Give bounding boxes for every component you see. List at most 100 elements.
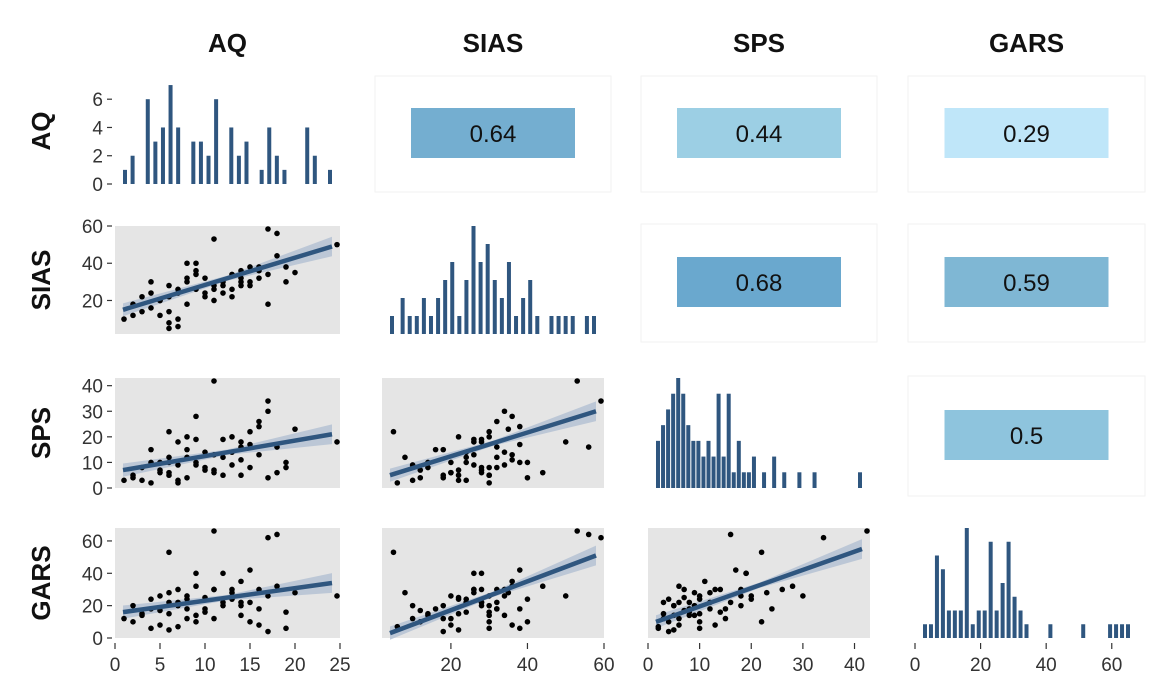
data-point (274, 469, 280, 476)
x-tick-label-sps: 10 (689, 655, 710, 676)
data-point (524, 619, 531, 625)
data-point (471, 436, 477, 443)
data-point (238, 578, 244, 585)
data-point (265, 398, 271, 404)
data-point (539, 469, 546, 476)
data-point (463, 609, 470, 615)
histogram-bar-sias (549, 316, 554, 334)
data-point (193, 619, 199, 625)
data-point (334, 439, 340, 445)
histogram-bar-sias (506, 262, 511, 334)
data-point (238, 439, 244, 445)
histogram-bar-gars (928, 624, 933, 638)
data-point (655, 623, 662, 630)
correlation-cell-frame (907, 75, 1146, 193)
data-point (486, 428, 492, 435)
data-point (732, 567, 739, 573)
regression-line (389, 553, 597, 636)
data-point (247, 264, 253, 270)
data-point (486, 434, 492, 440)
data-point (283, 609, 289, 615)
data-point (220, 570, 226, 577)
data-point (417, 474, 424, 481)
correlation-cell-frame (907, 375, 1146, 497)
data-point (148, 290, 154, 296)
data-point (166, 549, 172, 556)
data-point (562, 439, 569, 445)
data-point (448, 593, 454, 599)
correlation-tile-aq-sias (411, 108, 575, 158)
data-point (516, 459, 523, 466)
row-title-sps: SPS (26, 407, 56, 459)
data-point (681, 594, 687, 601)
data-point (494, 599, 500, 606)
data-point (121, 316, 127, 322)
data-point (701, 578, 708, 585)
histogram-bar-aq (191, 141, 196, 184)
data-point (820, 534, 827, 541)
histogram-bar-sps (726, 393, 731, 488)
histogram-bar-aq (130, 155, 135, 184)
data-point (665, 628, 672, 635)
data-point (494, 464, 500, 471)
data-point (184, 474, 190, 481)
histogram-bar-sias (492, 280, 497, 334)
data-point (478, 570, 485, 577)
histogram-bar-sias (570, 316, 575, 334)
histogram-bar-gars (1006, 541, 1011, 638)
data-point (463, 459, 470, 466)
y-tick-label-sps: 0 (92, 479, 103, 500)
correlation-tile-aq-sps (677, 108, 841, 158)
histogram-bar-sias (485, 244, 490, 334)
data-point (501, 449, 508, 455)
regression-line (122, 580, 333, 615)
data-point (696, 625, 703, 632)
data-point (166, 282, 172, 289)
data-point (707, 589, 713, 596)
data-point (265, 301, 271, 308)
data-point (229, 286, 235, 293)
histogram-bar-sias (414, 316, 419, 334)
histogram-bar-sias (584, 316, 589, 334)
regression-line (389, 409, 597, 478)
histogram-bar-sps (706, 440, 711, 488)
data-point (696, 593, 703, 599)
histogram-bar-gars (1048, 624, 1053, 638)
data-point (265, 534, 271, 541)
data-point (758, 619, 765, 625)
data-point (509, 622, 515, 628)
data-point (676, 622, 682, 628)
data-point (148, 446, 154, 453)
histogram-bar-gars (982, 610, 987, 638)
x-tick-label-aq: 15 (239, 655, 260, 676)
data-point (727, 599, 734, 606)
histogram-bar-gars (1081, 624, 1086, 638)
data-point (166, 325, 172, 332)
histogram-bar-aq (160, 127, 165, 184)
histogram-bar-aq (312, 155, 317, 184)
data-point (676, 615, 682, 622)
data-point (409, 615, 416, 622)
histogram-bar-sias (428, 316, 433, 334)
data-point (440, 446, 447, 453)
data-point (148, 625, 154, 632)
data-point (494, 444, 500, 450)
histogram-bar-gars (1018, 610, 1023, 638)
data-point (516, 625, 523, 632)
data-point (524, 459, 531, 466)
data-point (800, 593, 806, 599)
histogram-bar-gars (1114, 624, 1119, 638)
histogram-bar-aq (282, 169, 287, 184)
histogram-bar-gars (964, 528, 969, 638)
data-point (238, 457, 244, 463)
data-point (130, 474, 136, 481)
data-point (409, 602, 416, 609)
correlation-value-sps-gars: 0.5 (1010, 423, 1043, 450)
histogram-bar-aq (153, 141, 158, 184)
data-point (202, 290, 208, 296)
data-point (864, 528, 870, 534)
histogram-bar-sps (741, 472, 746, 488)
histogram-bar-sias (521, 298, 526, 334)
data-point (211, 467, 217, 473)
histogram-bar-gars (994, 610, 999, 638)
